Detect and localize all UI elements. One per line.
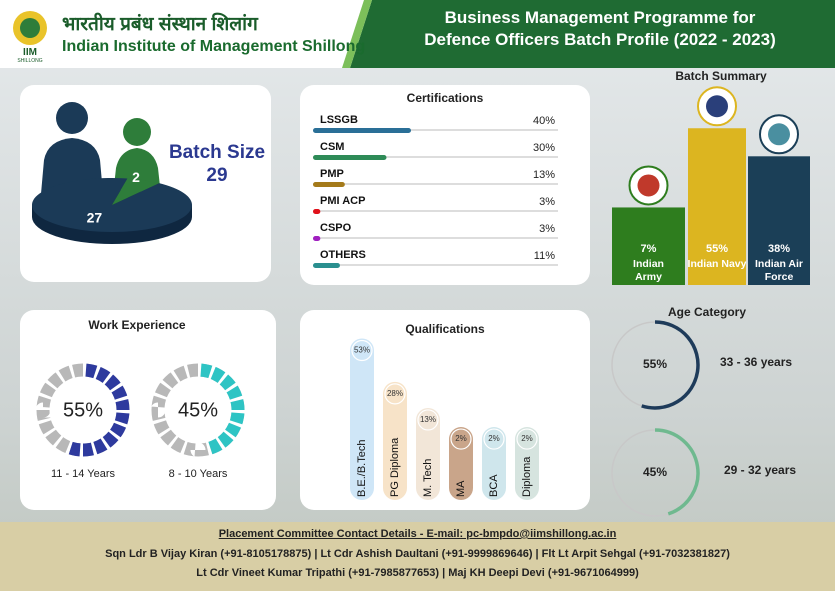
logo-core	[20, 18, 40, 38]
category-label: Indian Navy	[687, 258, 747, 270]
chart-title: Certifications	[407, 91, 484, 105]
category-label: OTHERS	[320, 249, 366, 261]
pill	[350, 338, 374, 500]
logo-subtext: SHILLONG	[17, 58, 43, 64]
category-label: 29 - 32 years	[724, 463, 796, 477]
emblem-core	[706, 95, 728, 118]
column	[688, 128, 746, 285]
category-label: 8 - 10 Years	[169, 468, 228, 480]
institute-hindi: भारतीय प्रबंध संस्थान शिलांग	[62, 14, 258, 35]
bar	[313, 209, 321, 214]
pie-label: 2	[132, 169, 140, 185]
category-label: CSM	[320, 141, 344, 153]
batch-label: Batch Size	[168, 142, 266, 163]
category-label: PMP	[320, 168, 344, 180]
category-label: 33 - 36 years	[720, 355, 792, 369]
pill	[482, 427, 506, 500]
footer-line: Lt Cdr Vineet Kumar Tripathi (+91-798587…	[196, 567, 639, 579]
bar	[313, 236, 321, 241]
page-title: Business Management Programme for	[444, 8, 756, 27]
pill-cap	[384, 383, 406, 405]
category-label: PMI ACP	[320, 195, 365, 207]
footer-bar	[0, 522, 835, 591]
pill-cap	[483, 428, 505, 450]
bar	[313, 128, 411, 133]
category-label: CSPO	[320, 222, 352, 234]
logo-text: IIM	[23, 47, 37, 58]
emblem-core	[768, 123, 790, 146]
pill	[515, 427, 539, 500]
value-label: 7%	[640, 243, 657, 255]
pill-cap	[516, 428, 538, 450]
value-label: 13%	[420, 415, 436, 424]
value-label: 3%	[539, 196, 555, 208]
value-label: 45%	[178, 399, 218, 421]
arc	[654, 428, 700, 516]
category-label: Indian Army	[633, 258, 664, 283]
pill	[383, 381, 407, 500]
value-label: 2%	[521, 434, 533, 443]
bar	[313, 155, 387, 160]
pie-slice	[32, 178, 192, 233]
footer-heading: Placement Committee Contact Details - E-…	[218, 528, 617, 540]
pie-label: 27	[87, 209, 103, 225]
category-label: B.E./B.Tech	[356, 440, 368, 497]
value-label: 11%	[534, 250, 555, 262]
column	[612, 207, 685, 285]
category-label: MA	[455, 480, 467, 497]
chart-title: Qualifications	[405, 322, 485, 336]
male-head	[56, 102, 88, 134]
pie-slice	[112, 178, 160, 205]
value-label: 53%	[354, 346, 370, 355]
bar	[313, 182, 345, 187]
pill	[449, 427, 473, 500]
category-label: PG Diploma	[389, 437, 401, 497]
female-head	[123, 118, 151, 146]
value-label: 38%	[767, 243, 791, 255]
column	[748, 156, 810, 285]
card	[300, 310, 590, 510]
category-label: Indian Air Force	[754, 258, 804, 283]
pill-cap	[450, 428, 472, 450]
institute-name: Indian Institute of Management Shillong	[62, 38, 366, 55]
value-label: 40%	[533, 115, 555, 127]
emblem-core	[637, 174, 660, 197]
category-label: LSSGB	[320, 114, 358, 126]
value-label: 3%	[539, 223, 555, 235]
title-banner	[350, 0, 835, 68]
value-label: 2%	[488, 434, 500, 443]
category-label: M. Tech	[422, 459, 434, 497]
value-label: 55%	[705, 243, 729, 255]
card	[300, 85, 590, 285]
footer-line: Sqn Ldr B Vijay Kiran (+91-8105178875) |…	[105, 548, 730, 560]
value-label: 45%	[643, 465, 667, 479]
category-label: Diploma	[521, 456, 533, 497]
value-label: 55%	[643, 357, 667, 371]
chart-title: Work Experience	[88, 318, 185, 332]
pill-cap	[417, 409, 439, 431]
category-label: BCA	[488, 474, 500, 497]
bar	[313, 263, 340, 268]
value-label: 13%	[533, 169, 555, 181]
pill-cap	[351, 339, 373, 362]
chart-title: Age Category	[668, 305, 746, 319]
value-label: 55%	[63, 399, 103, 421]
page-title: Defence Officers Batch Profile (2022 - 2…	[424, 30, 776, 49]
donut-gaps	[150, 362, 246, 458]
batch-size: 29	[206, 165, 228, 186]
chart-title: Batch Summary	[675, 69, 767, 83]
donut-arc	[68, 363, 130, 457]
pill	[416, 407, 440, 500]
card	[20, 310, 276, 510]
banner-stripe	[342, 0, 372, 68]
donut-gaps	[35, 362, 131, 458]
arc	[641, 320, 700, 410]
category-label: 11 - 14 Years	[51, 468, 116, 480]
value-label: 28%	[387, 389, 403, 398]
value-label: 30%	[533, 142, 555, 154]
value-label: 2%	[455, 434, 467, 443]
